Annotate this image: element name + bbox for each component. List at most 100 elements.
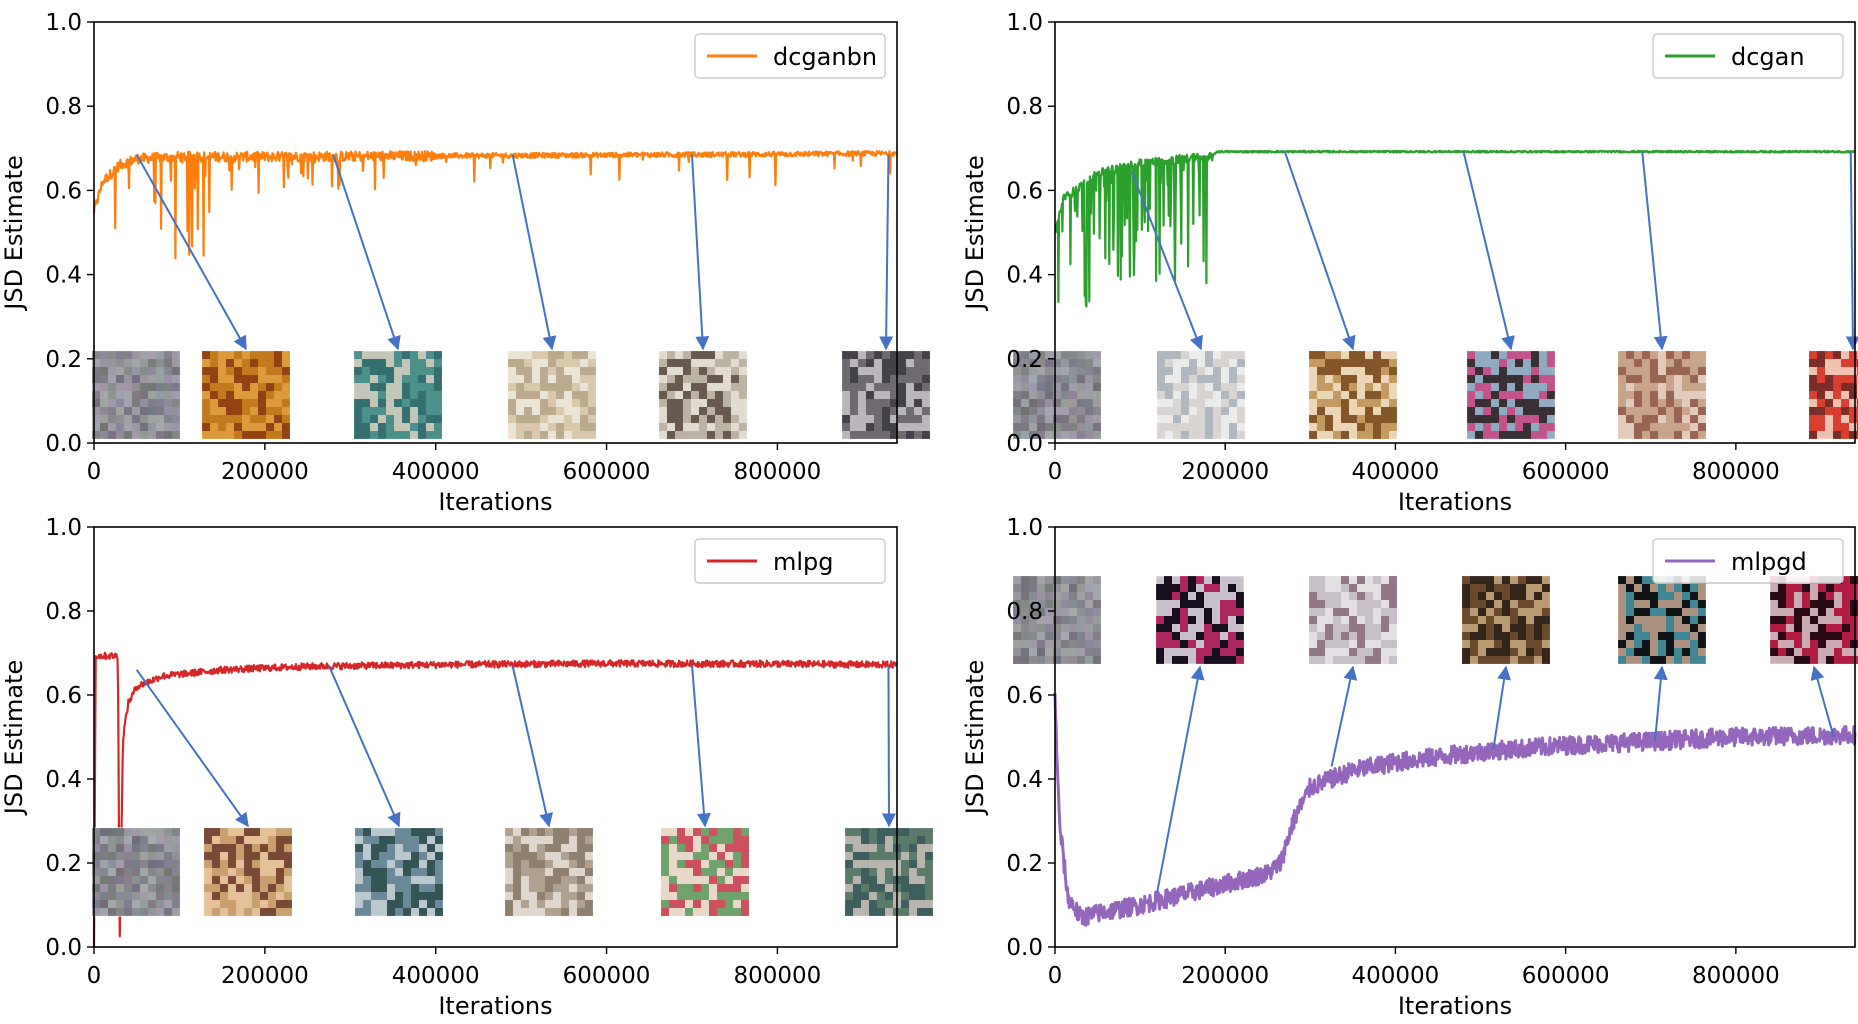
annotation-arrow [1810, 665, 1835, 738]
annotation-arrow [1653, 665, 1668, 742]
axes-frame [93, 21, 898, 444]
x-tick-label: 600000 [563, 963, 651, 989]
x-tick-label: 600000 [1522, 459, 1610, 485]
legend-label: mlpgd [1731, 548, 1807, 576]
legend: mlpgd [1652, 538, 1844, 584]
axes-frame [1054, 21, 1856, 444]
chart-panel-mlpg: 0.0 0.2 0.4 0.6 0.8 1.0 0 200000 400000 600000 800… [0, 515, 934, 1020]
sample-thumbnail [1012, 350, 1102, 440]
y-tick-label: 0.2 [45, 347, 82, 373]
series-line-dcganbn [92, 150, 898, 260]
legend-label: dcganbn [773, 43, 877, 71]
x-tick-label: 600000 [563, 459, 651, 485]
x-tick-label: 600000 [1522, 963, 1610, 989]
x-tick-label: 0 [1048, 459, 1063, 485]
sample-thumbnail [91, 827, 181, 917]
y-axis-label: JSD Estimate [0, 155, 28, 311]
y-tick-label: 0.8 [45, 599, 82, 625]
sample-thumbnail [1808, 350, 1858, 440]
x-tick-label: 200000 [1181, 963, 1269, 989]
y-tick-label: 0.8 [1006, 94, 1043, 120]
legend-label: dcgan [1731, 43, 1805, 71]
sample-thumbnail [1617, 350, 1707, 440]
x-tick-label: 800000 [1692, 963, 1780, 989]
y-tick-label: 0.6 [45, 178, 82, 204]
sample-thumbnail [660, 827, 750, 917]
y-tick-label: 0.2 [1006, 851, 1043, 877]
annotation-arrow [511, 154, 557, 351]
y-tick-label: 0.4 [45, 767, 82, 793]
annotation-arrow [135, 669, 249, 828]
sample-thumbnail [353, 350, 443, 440]
x-tick-label: 800000 [1692, 459, 1780, 485]
chart-panel-dcganbn: 0.0 0.2 0.4 0.6 0.8 1.0 0 200000 400000 600000 800… [0, 10, 931, 516]
sample-thumbnail [1461, 575, 1551, 665]
sample-thumbnail [203, 827, 293, 917]
annotation-arrow [1492, 665, 1512, 750]
annotation-arrow [1641, 151, 1668, 351]
sample-thumbnail [658, 350, 748, 440]
sample-thumbnail [507, 350, 597, 440]
sample-thumbnail [844, 827, 934, 917]
sample-thumbnail [1617, 575, 1707, 665]
sample-thumbnail [91, 350, 181, 440]
y-tick-label: 0.0 [1006, 431, 1043, 457]
x-axis-label: Iterations [1398, 992, 1512, 1020]
chart-panel-dcgan: 0.0 0.2 0.4 0.6 0.8 1.0 0 200000 400000 600000 800… [961, 10, 1858, 516]
annotation-arrow [511, 665, 554, 828]
series-line-mlpgd [1053, 692, 1857, 927]
y-tick-label: 0.4 [1006, 767, 1043, 793]
y-axis-label: JSD Estimate [0, 660, 28, 816]
legend: dcgan [1652, 33, 1844, 79]
annotation-arrow [1156, 665, 1205, 893]
x-axis-label: Iterations [438, 992, 552, 1020]
legend: dcganbn [694, 33, 886, 79]
y-tick-label: 0.8 [45, 94, 82, 120]
x-tick-label: 800000 [733, 963, 821, 989]
y-axis-label: JSD Estimate [961, 155, 989, 311]
x-tick-label: 800000 [733, 459, 821, 485]
chart-panel-mlpgd: 0.0 0.2 0.4 0.6 0.8 1.0 0 200000 400000 600000 800… [961, 515, 1858, 1020]
x-tick-label: 400000 [1352, 963, 1440, 989]
x-tick-label: 0 [1048, 963, 1063, 989]
y-tick-label: 0.8 [1006, 599, 1043, 625]
axes-frame [93, 526, 898, 948]
y-tick-label: 0.6 [45, 683, 82, 709]
legend: mlpg [694, 538, 886, 584]
sample-thumbnail [201, 350, 291, 440]
legend-label: mlpg [773, 548, 834, 576]
annotation-arrow [135, 154, 247, 351]
y-tick-label: 0.2 [1006, 347, 1043, 373]
axes-frame [1054, 526, 1856, 948]
sample-thumbnail [1155, 575, 1245, 665]
y-tick-label: 0.6 [1006, 683, 1043, 709]
annotation-arrow [328, 665, 401, 828]
y-tick-label: 1.0 [45, 515, 82, 541]
sample-thumbnail [1156, 350, 1246, 440]
y-tick-label: 0.0 [1006, 935, 1043, 961]
x-axis-label: Iterations [438, 488, 552, 516]
series-line-dcgan [1054, 149, 1856, 308]
y-tick-label: 0.2 [45, 851, 82, 877]
y-tick-label: 1.0 [1006, 10, 1043, 36]
annotation-arrow [690, 664, 711, 828]
annotation-arrow [1130, 171, 1203, 351]
sample-thumbnail [1308, 575, 1398, 665]
y-axis-label: JSD Estimate [961, 660, 989, 816]
sample-thumbnail [1466, 350, 1556, 440]
x-axis-label: Iterations [1398, 488, 1512, 516]
y-tick-label: 0.6 [1006, 178, 1043, 204]
sample-thumbnail [1308, 350, 1398, 440]
x-tick-label: 0 [87, 459, 102, 485]
x-tick-label: 0 [87, 963, 102, 989]
y-tick-label: 0.0 [45, 431, 82, 457]
annotation-arrow [1283, 151, 1356, 351]
series-line-mlpg [92, 651, 898, 948]
annotation-arrow [1462, 151, 1515, 351]
sample-thumbnail [1012, 575, 1102, 665]
y-tick-label: 1.0 [1006, 515, 1043, 541]
sample-thumbnail [841, 350, 931, 440]
annotation-arrow [879, 154, 894, 351]
sample-thumbnail [354, 827, 444, 917]
